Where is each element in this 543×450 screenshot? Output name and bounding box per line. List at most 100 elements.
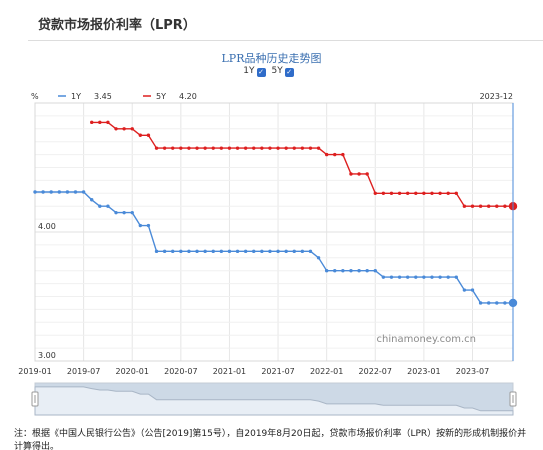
- data-point[interactable]: [333, 152, 337, 157]
- data-point[interactable]: [114, 127, 118, 131]
- data-point[interactable]: [130, 127, 134, 131]
- data-point[interactable]: [422, 275, 426, 279]
- data-point[interactable]: [130, 210, 134, 215]
- data-point[interactable]: [260, 146, 264, 150]
- data-point[interactable]: [422, 191, 426, 195]
- data-point[interactable]: [405, 191, 410, 195]
- data-point[interactable]: [114, 210, 118, 215]
- data-point[interactable]: [495, 204, 499, 208]
- data-point[interactable]: [33, 190, 37, 194]
- data-point[interactable]: [292, 146, 296, 150]
- toggle-1y-checkbox[interactable]: ✓: [256, 68, 266, 77]
- data-point[interactable]: [219, 249, 224, 254]
- data-point[interactable]: [171, 146, 175, 150]
- data-point[interactable]: [341, 269, 345, 273]
- data-point[interactable]: [227, 146, 232, 150]
- data-point[interactable]: [486, 204, 491, 208]
- data-point[interactable]: [252, 249, 256, 254]
- data-point[interactable]: [90, 198, 94, 202]
- data-point[interactable]: [65, 190, 70, 194]
- data-point[interactable]: [503, 301, 507, 305]
- data-point[interactable]: [316, 146, 321, 150]
- data-point[interactable]: [478, 204, 483, 208]
- data-point[interactable]: [430, 191, 434, 195]
- data-point[interactable]: [260, 249, 264, 254]
- data-point[interactable]: [154, 249, 159, 254]
- data-point[interactable]: [316, 256, 321, 260]
- data-point[interactable]: [284, 249, 288, 254]
- data-point[interactable]: [430, 275, 434, 279]
- data-point[interactable]: [203, 146, 207, 150]
- data-point[interactable]: [308, 146, 313, 150]
- data-point[interactable]: [268, 249, 272, 254]
- data-point[interactable]: [211, 146, 215, 150]
- data-point[interactable]: [98, 120, 102, 125]
- data-point[interactable]: [227, 249, 232, 254]
- data-point[interactable]: [187, 146, 191, 150]
- data-point[interactable]: [446, 191, 450, 195]
- data-point[interactable]: [446, 275, 450, 279]
- data-point[interactable]: [324, 152, 329, 157]
- data-point[interactable]: [333, 269, 337, 273]
- data-point[interactable]: [73, 190, 78, 194]
- data-point[interactable]: [179, 249, 183, 254]
- data-point[interactable]: [179, 146, 183, 150]
- data-point[interactable]: [381, 275, 386, 279]
- data-point[interactable]: [138, 223, 143, 228]
- data-point[interactable]: [454, 275, 458, 279]
- data-point[interactable]: [138, 133, 143, 137]
- data-point[interactable]: [292, 249, 296, 254]
- data-point[interactable]: [414, 275, 418, 279]
- data-point[interactable]: [41, 190, 45, 194]
- data-point[interactable]: [365, 269, 369, 273]
- data-point[interactable]: [219, 146, 224, 150]
- data-point[interactable]: [349, 269, 353, 273]
- data-point[interactable]: [57, 190, 62, 194]
- data-point[interactable]: [470, 288, 475, 292]
- data-point[interactable]: [349, 172, 353, 176]
- data-point[interactable]: [324, 269, 329, 273]
- data-point[interactable]: [252, 146, 256, 150]
- data-point[interactable]: [284, 146, 288, 150]
- toggle-5y-checkbox[interactable]: ✓: [284, 68, 294, 77]
- data-point[interactable]: [243, 249, 248, 254]
- data-point[interactable]: [341, 152, 345, 157]
- data-point[interactable]: [389, 275, 394, 279]
- data-point[interactable]: [154, 146, 159, 150]
- data-point[interactable]: [454, 191, 458, 195]
- data-point[interactable]: [381, 191, 386, 195]
- data-point[interactable]: [397, 191, 402, 195]
- data-point[interactable]: [122, 127, 126, 131]
- data-point[interactable]: [276, 146, 280, 150]
- data-point[interactable]: [187, 249, 191, 254]
- data-point[interactable]: [49, 190, 53, 194]
- data-point[interactable]: [405, 275, 410, 279]
- data-point[interactable]: [373, 269, 377, 273]
- data-point[interactable]: [195, 146, 199, 150]
- data-point[interactable]: [486, 301, 491, 305]
- data-point[interactable]: [171, 249, 175, 254]
- data-point[interactable]: [276, 249, 280, 254]
- data-point[interactable]: [300, 249, 305, 254]
- data-point[interactable]: [106, 204, 110, 208]
- data-point[interactable]: [389, 191, 394, 195]
- data-point[interactable]: [211, 249, 215, 254]
- data-point[interactable]: [106, 120, 110, 125]
- data-point[interactable]: [122, 210, 126, 215]
- data-point[interactable]: [414, 191, 418, 195]
- data-point[interactable]: [162, 249, 167, 254]
- data-point[interactable]: [195, 249, 199, 254]
- data-point[interactable]: [357, 172, 361, 176]
- data-point[interactable]: [397, 275, 402, 279]
- data-point[interactable]: [365, 172, 369, 176]
- data-point[interactable]: [98, 204, 102, 208]
- data-point[interactable]: [308, 249, 313, 254]
- data-point[interactable]: [268, 146, 272, 150]
- data-point[interactable]: [495, 301, 499, 305]
- data-point[interactable]: [162, 146, 167, 150]
- data-point[interactable]: [235, 249, 240, 254]
- data-point[interactable]: [462, 288, 467, 292]
- data-point[interactable]: [470, 204, 475, 208]
- range-navigator[interactable]: [31, 382, 517, 416]
- data-point[interactable]: [81, 190, 86, 194]
